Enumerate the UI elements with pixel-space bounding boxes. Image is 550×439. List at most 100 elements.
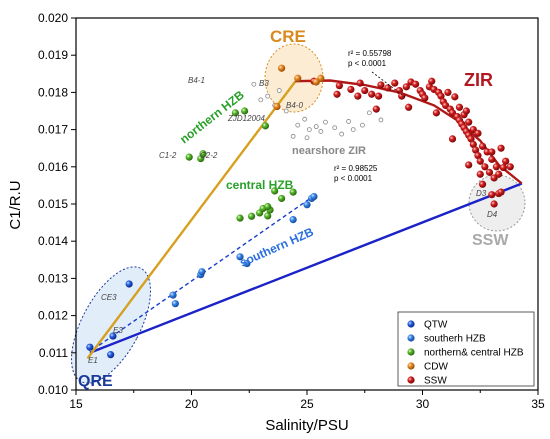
point-ssw	[465, 118, 473, 126]
label-central-hzb: central HZB	[226, 178, 294, 192]
point-ssw	[335, 82, 343, 90]
legend-marker-southerh-hzb	[407, 334, 415, 342]
point-ssw	[455, 103, 464, 111]
legend-label-cdw: CDW	[424, 362, 448, 373]
point-nearshore-zir	[276, 88, 282, 93]
point-ssw	[467, 135, 475, 143]
point-southerh-hzb	[198, 268, 206, 276]
qre-cre-mixing-line	[86, 80, 297, 360]
point-ssw	[347, 85, 355, 94]
point-northern-central-hzb	[264, 203, 272, 211]
point-northern-central-hzb	[264, 212, 272, 220]
qre-ssw-mixing-line	[89, 182, 523, 354]
label-b4-1: B4-1	[188, 76, 205, 85]
y-tick-label: 0.010	[38, 383, 68, 397]
point-ssw	[478, 142, 487, 150]
legend-label-qtw: QTW	[424, 320, 448, 331]
y-tick-label: 0.012	[38, 309, 68, 323]
point-cdw	[294, 74, 302, 82]
zir-p: p < 0.0001	[348, 59, 387, 68]
legend-label-northern-central-hzb: northern& central HZB	[424, 348, 524, 359]
y-tick-label: 0.016	[38, 160, 68, 174]
point-nearshore-zir	[346, 119, 351, 124]
point-ssw	[421, 94, 429, 102]
point-nearshore-zir	[332, 125, 338, 131]
point-qtw	[125, 280, 133, 288]
point-nearshore-zir	[378, 117, 384, 123]
legend-marker-cdw	[407, 362, 415, 370]
legend-marker-northern-central-hzb	[407, 348, 415, 356]
south-p: p < 0.0001	[334, 174, 373, 183]
point-ssw	[465, 161, 473, 169]
point-nearshore-zir	[350, 127, 356, 133]
point-northern-central-hzb	[241, 107, 249, 115]
point-ssw	[476, 170, 484, 178]
y-tick-label: 0.013	[38, 271, 68, 285]
point-ssw	[488, 191, 496, 199]
point-northern-central-hzb	[247, 212, 256, 220]
point-ssw	[499, 163, 507, 172]
point-ssw	[492, 163, 501, 171]
point-northern-central-hzb	[185, 153, 193, 161]
point-ssw	[428, 77, 436, 85]
y-tick-label: 0.014	[38, 234, 68, 248]
point-ssw	[361, 86, 369, 95]
point-ssw	[476, 157, 484, 165]
point-southerh-hzb	[303, 201, 311, 209]
x-tick-label: 15	[69, 397, 83, 411]
label-zir: ZIR	[464, 70, 493, 90]
point-ssw	[354, 92, 362, 100]
point-ssw	[497, 144, 505, 152]
point-ssw	[474, 129, 482, 137]
point-ssw	[485, 168, 494, 176]
point-cdw	[317, 74, 325, 82]
label-c2-2: C2-2	[200, 151, 218, 160]
point-ssw	[395, 86, 403, 95]
point-nearshore-zir	[323, 119, 328, 125]
label-nearshore-zir: nearshore ZIR	[292, 145, 366, 157]
point-nearshore-zir	[318, 129, 324, 134]
point-ssw	[506, 163, 514, 171]
y-tick-label: 0.011	[39, 346, 68, 360]
point-northern-central-hzb	[261, 122, 270, 130]
point-nearshore-zir	[258, 97, 264, 103]
point-southerh-hzb	[243, 259, 251, 268]
point-nearshore-zir	[290, 133, 296, 139]
x-tick-label: 20	[185, 397, 199, 411]
point-southerh-hzb	[169, 291, 177, 299]
point-ssw	[372, 105, 380, 113]
point-ssw	[377, 81, 385, 89]
point-qtw	[109, 332, 117, 340]
legend-box	[397, 311, 535, 387]
point-cdw	[277, 64, 286, 72]
y-axis-title: C1/R.U	[7, 180, 24, 229]
point-ssw	[411, 80, 420, 88]
point-ssw	[497, 188, 505, 196]
point-ssw	[488, 148, 496, 156]
label-cre: CRE	[270, 27, 306, 46]
point-nearshore-zir	[360, 122, 365, 128]
axis-ticks: 15 20 25 30 35 0.010 0.011 0.012 0.013 0.014 0.015…	[38, 11, 545, 411]
point-nearshore-zir	[302, 116, 308, 122]
point-ssw	[502, 157, 510, 165]
point-nearshore-zir	[304, 135, 310, 141]
point-ssw	[432, 109, 440, 117]
legend-marker-qtw	[407, 320, 415, 328]
zir-leader	[371, 71, 406, 98]
legend: QTW southerh HZB northern& central HZB CDW S…	[397, 311, 535, 387]
point-ssw	[384, 84, 392, 92]
zir-r2: r² = 0.55798	[348, 49, 392, 58]
point-qtw	[86, 343, 94, 351]
point-ssw	[474, 152, 482, 160]
point-ssw	[478, 180, 487, 188]
label-c1-2: C1-2	[159, 151, 177, 160]
point-ssw	[481, 163, 489, 171]
label-ce3: CE3	[101, 293, 117, 302]
point-northern-central-hzb	[236, 214, 244, 222]
southern-fit-line	[98, 195, 315, 346]
point-nearshore-zir	[283, 108, 289, 114]
y-tick-label: 0.015	[38, 197, 68, 211]
point-ssw	[488, 155, 496, 163]
point-northern-central-hzb	[199, 150, 207, 158]
